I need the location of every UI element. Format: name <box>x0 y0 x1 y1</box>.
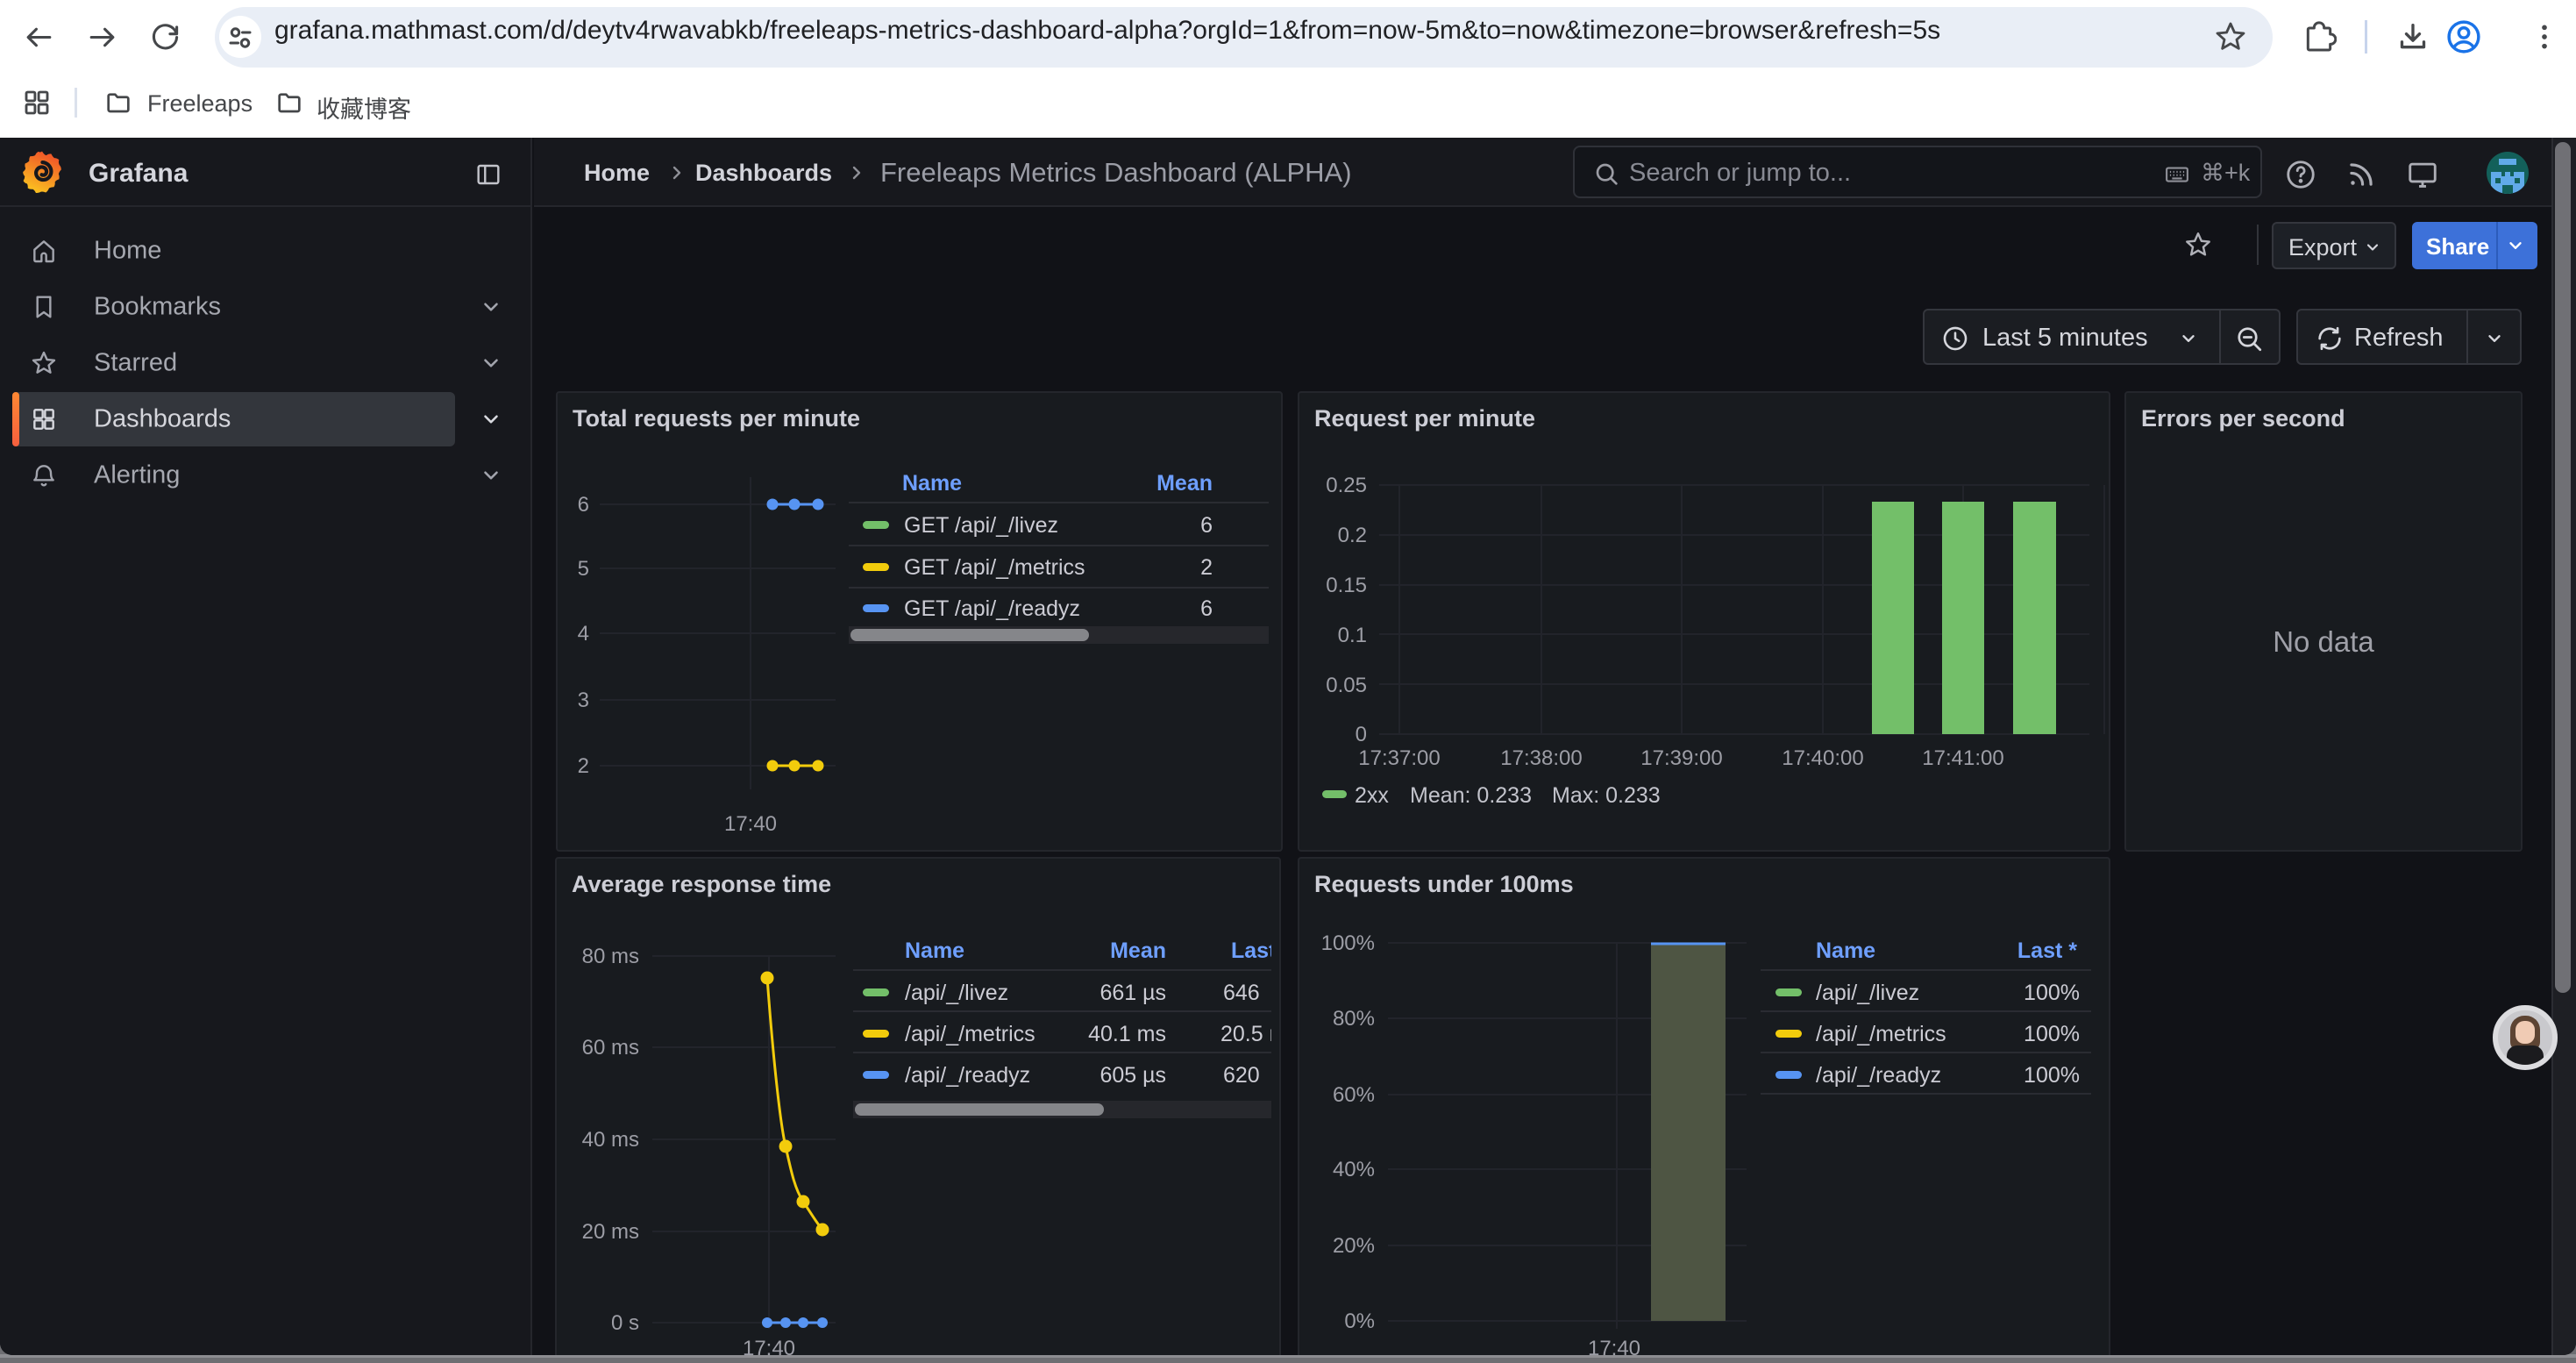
svg-text:/api/_/readyz: /api/_/readyz <box>905 1063 1030 1088</box>
svg-text:/api/_/livez: /api/_/livez <box>1816 981 1919 1005</box>
svg-text:Last *: Last * <box>1231 938 1271 963</box>
svg-text:17:40: 17:40 <box>1588 1337 1640 1355</box>
svg-text:100%: 100% <box>2024 1063 2080 1088</box>
svg-text:17:38:00: 17:38:00 <box>1500 746 1582 770</box>
svg-text:/api/_/readyz: /api/_/readyz <box>1816 1063 1941 1088</box>
svg-text:20%: 20% <box>1333 1234 1375 1258</box>
svg-text:GET /api/_/livez: GET /api/_/livez <box>904 513 1058 538</box>
svg-text:20 ms: 20 ms <box>582 1220 639 1244</box>
svg-text:6: 6 <box>578 493 589 517</box>
svg-text:17:40: 17:40 <box>724 812 777 836</box>
svg-text:Mean: 0.233: Mean: 0.233 <box>1410 783 1532 808</box>
svg-text:Mean: Mean <box>1156 471 1213 496</box>
svg-text:0.1: 0.1 <box>1338 624 1367 647</box>
svg-text:661 µs: 661 µs <box>1099 981 1166 1005</box>
svg-text:6: 6 <box>1200 513 1213 538</box>
svg-text:/api/_/livez: /api/_/livez <box>905 981 1008 1005</box>
svg-text:2xx: 2xx <box>1355 783 1389 808</box>
svg-text:GET /api/_/metrics: GET /api/_/metrics <box>904 555 1085 580</box>
svg-text:Name: Name <box>1816 938 1875 963</box>
svg-text:100%: 100% <box>1321 931 1375 955</box>
svg-text:3: 3 <box>578 689 589 712</box>
svg-text:0.2: 0.2 <box>1338 524 1367 547</box>
svg-text:GET /api/_/readyz: GET /api/_/readyz <box>904 596 1080 621</box>
svg-text:2: 2 <box>1200 555 1213 580</box>
svg-text:0: 0 <box>1356 723 1367 746</box>
svg-text:80%: 80% <box>1333 1007 1375 1031</box>
svg-text:0 s: 0 s <box>611 1311 639 1335</box>
svg-text:620: 620 <box>1223 1063 1260 1088</box>
svg-text:17:39:00: 17:39:00 <box>1640 746 1722 770</box>
svg-text:2: 2 <box>578 754 589 778</box>
svg-text:80 ms: 80 ms <box>582 945 639 968</box>
svg-text:605 µs: 605 µs <box>1099 1063 1166 1088</box>
svg-text:17:37:00: 17:37:00 <box>1358 746 1440 770</box>
svg-text:60 ms: 60 ms <box>582 1036 639 1060</box>
svg-text:100%: 100% <box>2024 1022 2080 1046</box>
svg-text:60%: 60% <box>1333 1083 1375 1107</box>
svg-text:Last *: Last * <box>2017 938 2077 963</box>
svg-text:40 ms: 40 ms <box>582 1128 639 1152</box>
svg-text:17:40:00: 17:40:00 <box>1782 746 1863 770</box>
svg-text:20.5 m: 20.5 m <box>1220 1022 1271 1046</box>
svg-text:0.05: 0.05 <box>1326 674 1367 697</box>
svg-text:17:41:00: 17:41:00 <box>1922 746 2003 770</box>
svg-text:646: 646 <box>1223 981 1260 1005</box>
svg-text:17:40: 17:40 <box>743 1337 795 1355</box>
svg-text:6: 6 <box>1200 596 1213 621</box>
svg-text:40%: 40% <box>1333 1158 1375 1181</box>
svg-text:5: 5 <box>578 557 589 581</box>
svg-text:/api/_/metrics: /api/_/metrics <box>905 1022 1035 1046</box>
svg-text:4: 4 <box>578 622 589 646</box>
svg-text:0.25: 0.25 <box>1326 474 1367 497</box>
svg-text:/api/_/metrics: /api/_/metrics <box>1816 1022 1946 1046</box>
svg-text:Max: 0.233: Max: 0.233 <box>1552 783 1661 808</box>
svg-text:Mean: Mean <box>1110 938 1166 963</box>
svg-text:100%: 100% <box>2024 981 2080 1005</box>
svg-text:Name: Name <box>902 471 962 496</box>
svg-text:0.15: 0.15 <box>1326 574 1367 597</box>
svg-text:40.1 ms: 40.1 ms <box>1088 1022 1166 1046</box>
svg-text:0%: 0% <box>1344 1309 1375 1333</box>
svg-text:Name: Name <box>905 938 964 963</box>
